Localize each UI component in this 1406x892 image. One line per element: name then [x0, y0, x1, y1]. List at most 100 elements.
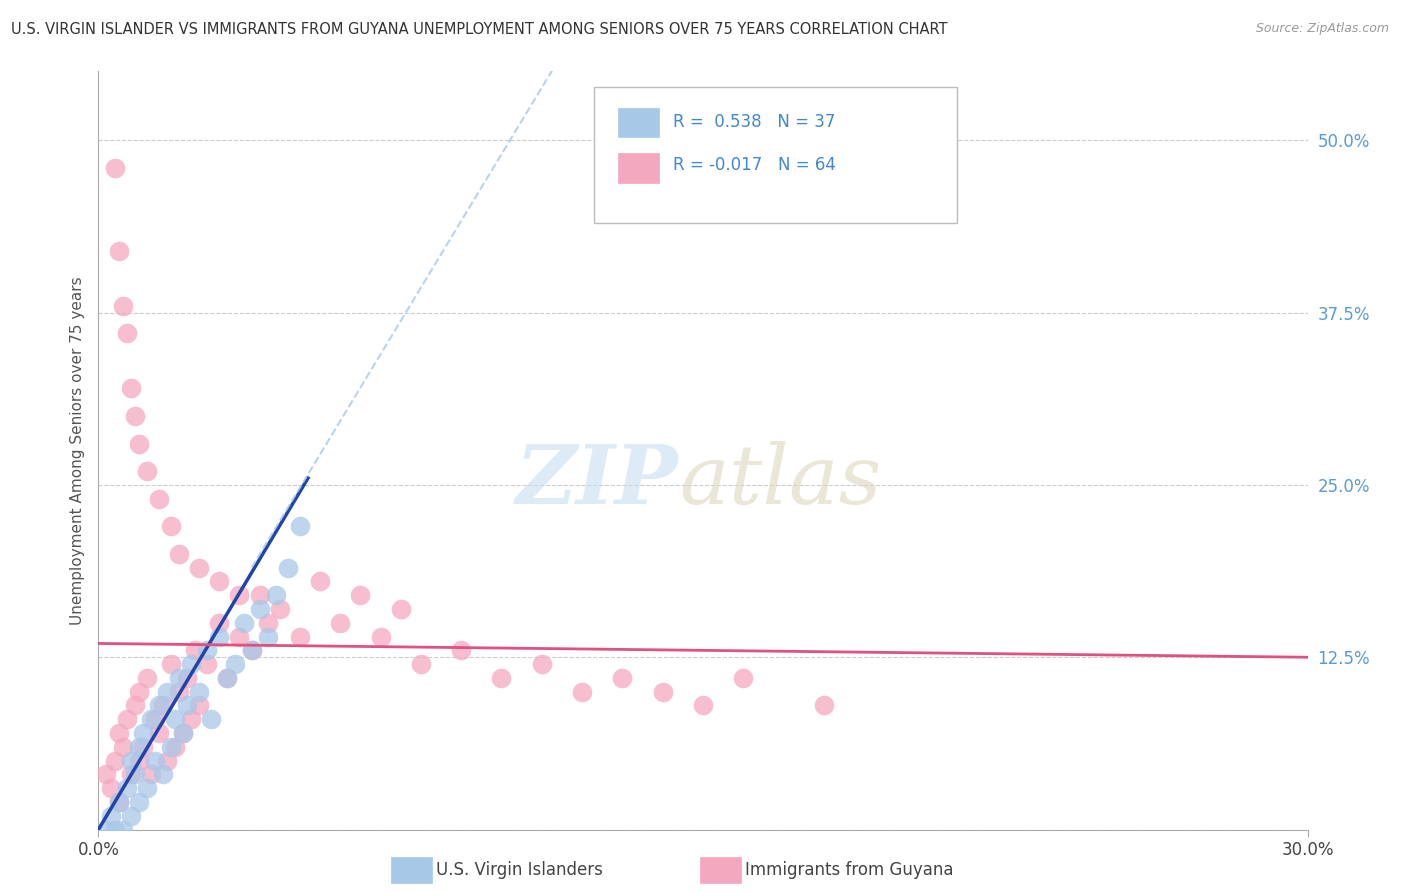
Point: [256, 615, 278, 630]
Point: [132, 726, 155, 740]
Point: [200, 712, 222, 726]
Point: [115, 326, 138, 341]
Point: [450, 643, 472, 657]
Point: [156, 754, 179, 768]
Point: [107, 244, 129, 258]
Text: U.S. Virgin Islanders: U.S. Virgin Islanders: [436, 861, 603, 879]
FancyBboxPatch shape: [595, 87, 957, 223]
Point: [195, 643, 218, 657]
Point: [100, 781, 122, 796]
Point: [100, 809, 122, 823]
Point: [208, 574, 231, 589]
Point: [160, 519, 183, 533]
Text: U.S. VIRGIN ISLANDER VS IMMIGRANTS FROM GUYANA UNEMPLOYMENT AMONG SENIORS OVER 7: U.S. VIRGIN ISLANDER VS IMMIGRANTS FROM …: [11, 22, 948, 37]
Point: [128, 754, 150, 768]
Point: [269, 602, 291, 616]
Point: [107, 726, 129, 740]
Point: [128, 739, 150, 754]
Point: [111, 739, 134, 754]
Point: [115, 712, 138, 726]
Point: [228, 588, 250, 602]
Point: [139, 767, 162, 781]
Point: [132, 739, 155, 754]
Point: [232, 615, 254, 630]
Point: [264, 588, 287, 602]
Point: [107, 795, 129, 809]
Point: [176, 671, 198, 685]
Point: [389, 602, 412, 616]
Point: [176, 698, 198, 713]
Text: Immigrants from Guyana: Immigrants from Guyana: [745, 861, 953, 879]
Point: [172, 726, 194, 740]
Point: [160, 657, 183, 672]
Point: [228, 630, 250, 644]
Point: [329, 615, 352, 630]
Point: [530, 657, 553, 672]
Point: [240, 643, 263, 657]
Point: [256, 630, 278, 644]
Point: [277, 560, 299, 574]
Point: [96, 822, 118, 837]
Point: [409, 657, 432, 672]
Point: [148, 491, 170, 506]
Point: [120, 754, 142, 768]
FancyBboxPatch shape: [619, 153, 659, 183]
Point: [96, 767, 118, 781]
Point: [217, 671, 239, 685]
Point: [111, 822, 134, 837]
Point: [135, 671, 157, 685]
Point: [120, 767, 142, 781]
Point: [120, 809, 142, 823]
Text: atlas: atlas: [679, 441, 882, 521]
Point: [103, 161, 125, 175]
Point: [124, 698, 146, 713]
Point: [288, 630, 311, 644]
Point: [167, 547, 190, 561]
FancyBboxPatch shape: [619, 108, 659, 137]
Text: ZIP: ZIP: [516, 441, 679, 521]
Point: [107, 795, 129, 809]
Point: [103, 754, 125, 768]
Point: [813, 698, 835, 713]
Point: [152, 767, 174, 781]
Point: [143, 754, 166, 768]
Point: [612, 671, 634, 685]
Point: [128, 795, 150, 809]
Point: [208, 615, 231, 630]
Point: [148, 698, 170, 713]
Text: R = -0.017   N = 64: R = -0.017 N = 64: [672, 156, 835, 174]
Y-axis label: Unemployment Among Seniors over 75 years: Unemployment Among Seniors over 75 years: [69, 277, 84, 624]
Point: [249, 588, 271, 602]
Point: [143, 712, 166, 726]
Point: [188, 560, 211, 574]
Point: [128, 436, 150, 450]
Point: [249, 602, 271, 616]
Point: [188, 684, 211, 698]
Point: [184, 643, 207, 657]
Point: [692, 698, 714, 713]
Point: [148, 726, 170, 740]
Point: [208, 630, 231, 644]
Point: [167, 684, 190, 698]
Point: [571, 684, 593, 698]
Point: [370, 630, 392, 644]
Point: [115, 781, 138, 796]
Point: [180, 657, 202, 672]
Point: [167, 671, 190, 685]
Point: [240, 643, 263, 657]
Point: [309, 574, 332, 589]
Point: [217, 671, 239, 685]
Point: [135, 464, 157, 478]
Point: [111, 299, 134, 313]
Point: [139, 712, 162, 726]
Point: [733, 671, 755, 685]
Point: [188, 698, 211, 713]
Point: [491, 671, 513, 685]
Point: [224, 657, 246, 672]
Point: [156, 684, 179, 698]
Point: [288, 519, 311, 533]
Point: [349, 588, 371, 602]
Point: [195, 657, 218, 672]
Point: [651, 684, 673, 698]
Point: [152, 698, 174, 713]
